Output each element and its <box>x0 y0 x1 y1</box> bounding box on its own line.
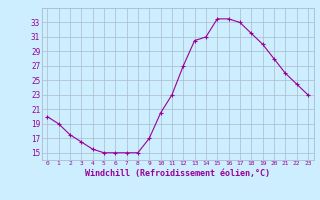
X-axis label: Windchill (Refroidissement éolien,°C): Windchill (Refroidissement éolien,°C) <box>85 169 270 178</box>
